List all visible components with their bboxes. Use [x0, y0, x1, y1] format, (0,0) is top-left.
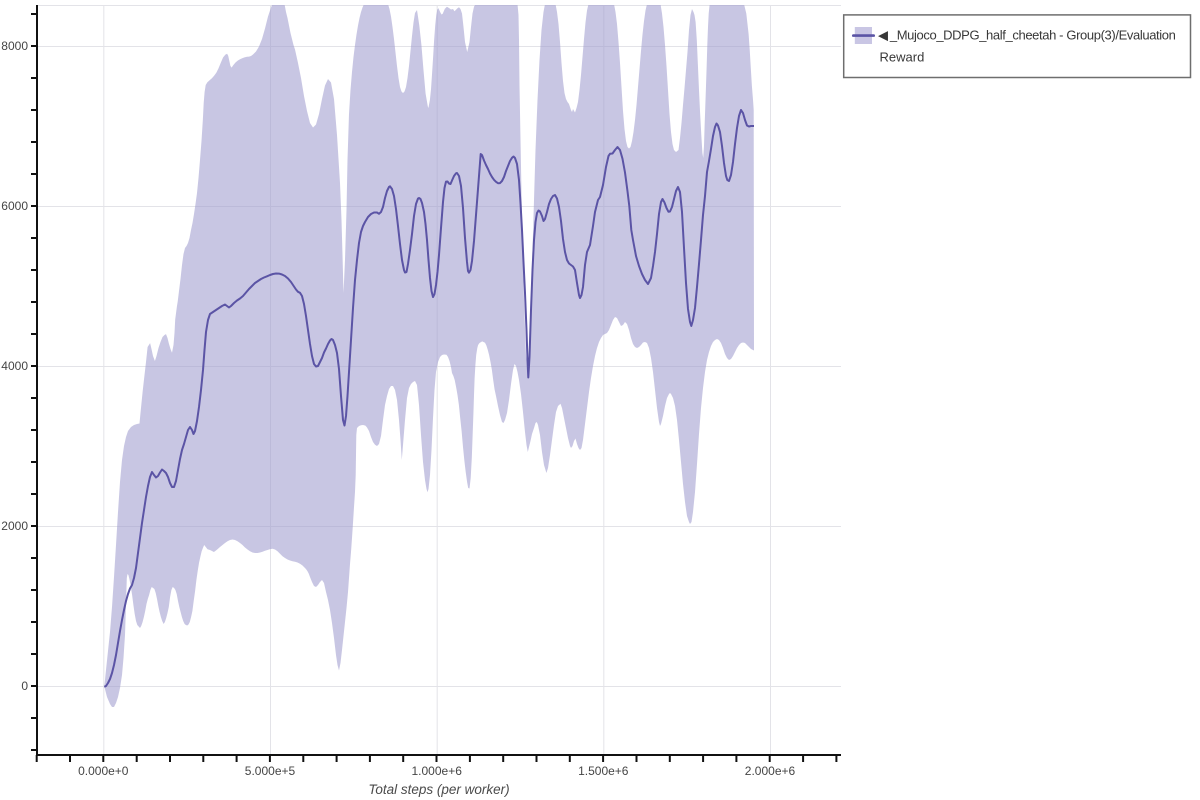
- svg-text:4000: 4000: [1, 359, 28, 373]
- svg-text:2.000e+6: 2.000e+6: [745, 764, 796, 778]
- svg-text:Total steps (per worker): Total steps (per worker): [368, 782, 509, 797]
- svg-text:5.000e+5: 5.000e+5: [245, 764, 296, 778]
- svg-text:2000: 2000: [1, 519, 28, 533]
- svg-text:0: 0: [21, 679, 28, 693]
- svg-text:◀ _Mujoco_DDPG_half_cheetah -: ◀ _Mujoco_DDPG_half_cheetah - Group(3)/E…: [878, 28, 1176, 43]
- svg-text:Reward: Reward: [880, 50, 925, 65]
- svg-text:1.000e+6: 1.000e+6: [412, 764, 463, 778]
- svg-text:0.000e+0: 0.000e+0: [78, 764, 129, 778]
- svg-text:6000: 6000: [1, 199, 28, 213]
- svg-text:8000: 8000: [1, 39, 28, 53]
- svg-text:1.500e+6: 1.500e+6: [578, 764, 629, 778]
